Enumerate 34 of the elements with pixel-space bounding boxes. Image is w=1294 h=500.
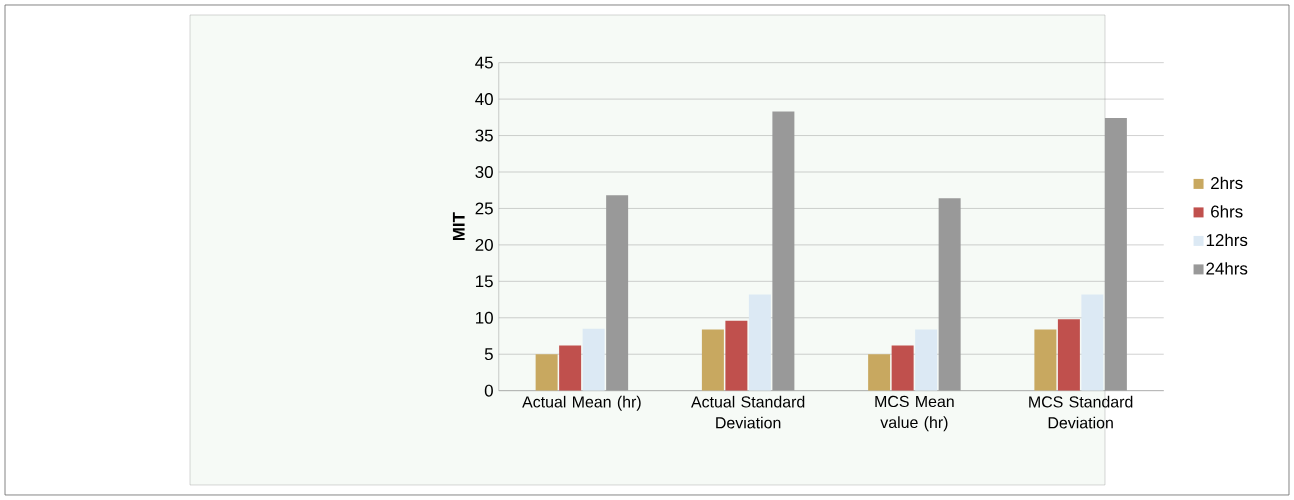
legend-label: 12hrs — [1206, 233, 1248, 247]
y-tick-label: 40 — [475, 93, 493, 106]
legend-label: 24hrs — [1206, 262, 1248, 275]
bar — [891, 345, 914, 391]
y-tick-label: 10 — [476, 311, 493, 324]
y-tick-label: 30 — [475, 165, 493, 178]
y-tick-label: 25 — [475, 202, 493, 215]
bar — [938, 198, 961, 391]
bar — [535, 354, 558, 391]
bar — [1034, 329, 1057, 391]
x-tick-label: MCS Standard Deviation — [1029, 395, 1133, 429]
bar — [701, 329, 724, 391]
x-tick-label: Actual Standard Deviation — [691, 395, 805, 429]
bar — [582, 328, 605, 391]
y-tick-label: 20 — [475, 238, 493, 251]
bar — [559, 345, 582, 391]
bar — [1057, 319, 1080, 391]
y-tick-label: 5 — [484, 348, 493, 361]
bar — [606, 195, 629, 391]
y-tick-label: 35 — [475, 129, 493, 142]
legend-label: 2hrs — [1211, 176, 1243, 190]
y-tick-label: 15 — [476, 275, 493, 288]
y-tick-label: 45 — [475, 56, 493, 69]
bar — [1081, 294, 1104, 391]
bar — [725, 320, 748, 391]
bar — [915, 329, 938, 391]
bar — [772, 111, 795, 391]
x-tick-label: Actual Mean (hr) — [522, 395, 641, 411]
y-axis-title: MIT — [452, 212, 465, 241]
legend-label: 6hrs — [1211, 205, 1243, 218]
bar — [868, 354, 891, 391]
y-tick-label: 0 — [484, 384, 493, 397]
bar — [748, 294, 771, 391]
x-tick-label: MCS Mean value (hr) — [875, 395, 954, 432]
